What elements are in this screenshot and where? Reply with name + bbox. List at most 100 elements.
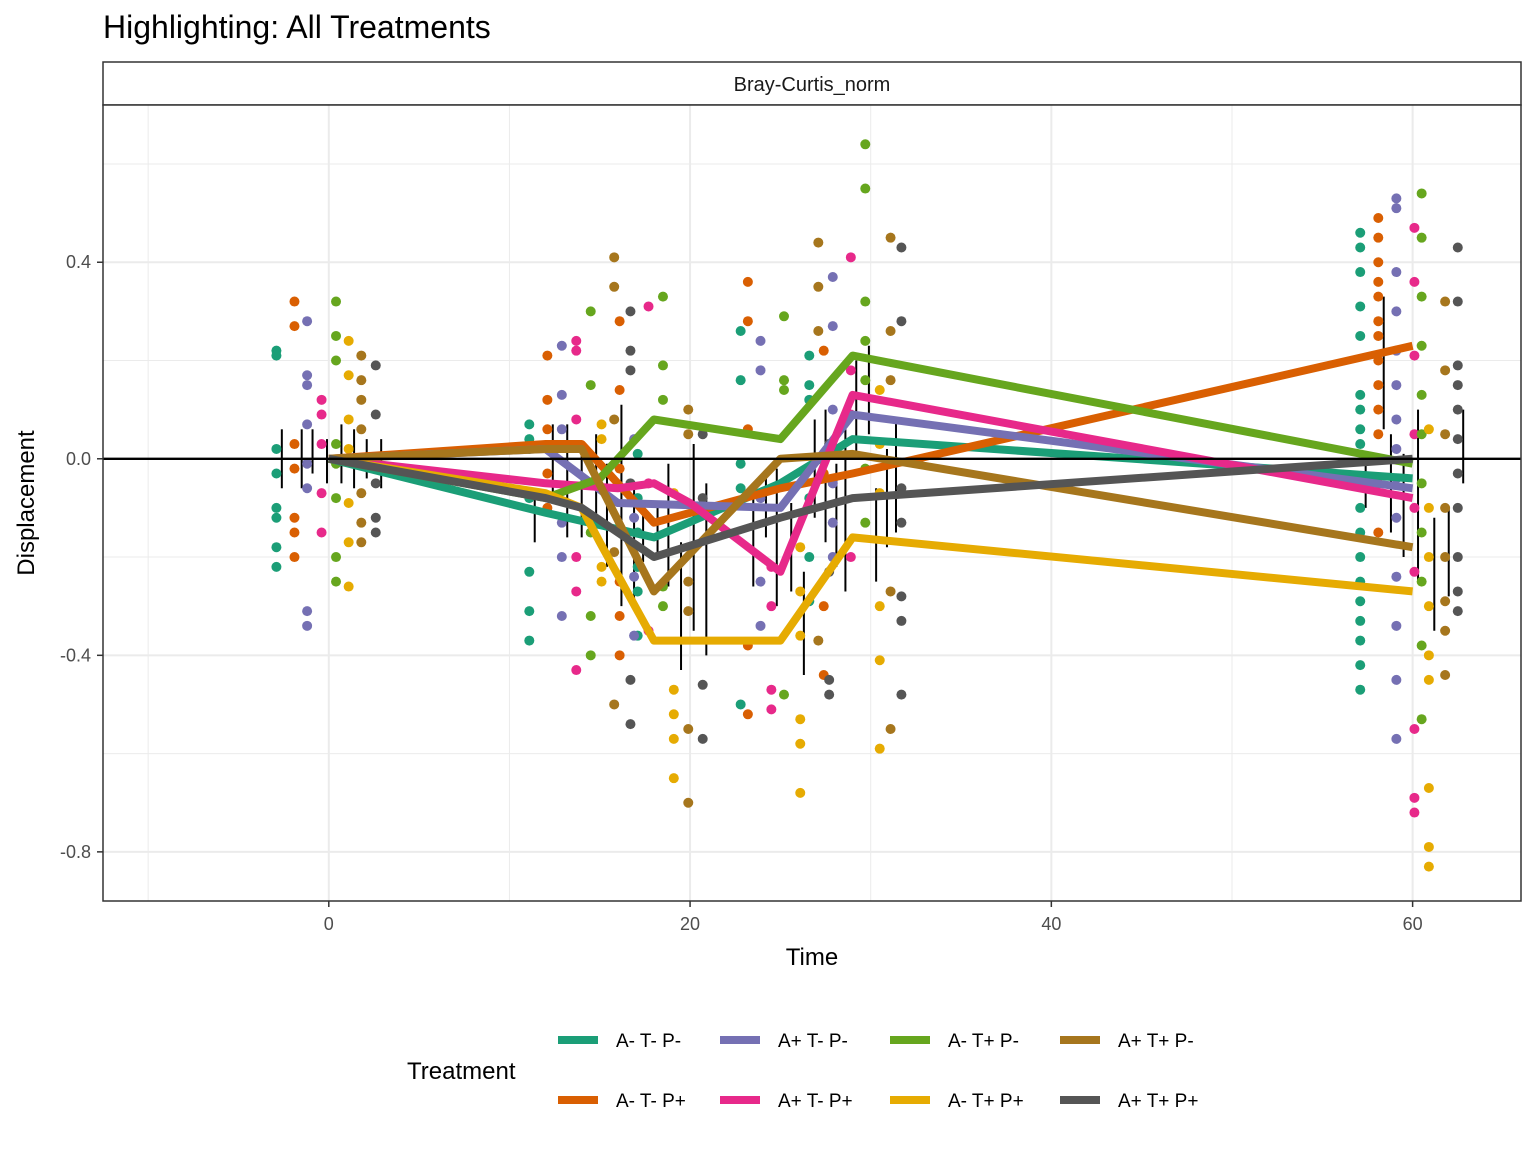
- y-tick-label: 0.4: [66, 252, 91, 272]
- data-point: [1452, 360, 1463, 371]
- data-point: [735, 326, 746, 337]
- legend-item: A+ T- P+: [720, 1091, 853, 1112]
- data-point: [596, 576, 607, 587]
- data-point: [824, 674, 835, 685]
- data-point: [524, 635, 535, 646]
- data-point: [1373, 291, 1384, 302]
- x-tick-label: 0: [324, 914, 334, 934]
- data-point: [1409, 724, 1420, 735]
- data-point: [1409, 502, 1420, 513]
- data-point: [1452, 434, 1463, 445]
- data-point: [683, 724, 694, 735]
- data-point: [1409, 350, 1420, 361]
- data-point: [614, 463, 625, 474]
- data-point: [585, 380, 596, 391]
- data-point: [629, 630, 640, 641]
- legend-label: A- T- P+: [616, 1091, 686, 1112]
- data-point: [818, 601, 829, 612]
- data-point: [860, 139, 871, 150]
- data-point: [271, 542, 282, 553]
- data-point: [668, 684, 679, 695]
- plot-panel-border: [102, 104, 1522, 902]
- data-point: [668, 773, 679, 784]
- data-point: [1391, 620, 1402, 631]
- data-point: [356, 517, 367, 528]
- chart-title: Highlighting: All Treatments: [103, 9, 491, 45]
- data-point: [735, 458, 746, 469]
- data-point: [1409, 222, 1420, 233]
- data-point: [1373, 380, 1384, 391]
- data-point: [795, 714, 806, 725]
- data-point: [343, 370, 354, 381]
- data-point: [885, 586, 896, 597]
- data-point: [556, 552, 567, 563]
- data-point: [735, 699, 746, 710]
- data-point: [343, 335, 354, 346]
- data-point: [571, 665, 582, 676]
- data-point: [614, 611, 625, 622]
- data-point: [289, 512, 300, 523]
- series-line: [327, 435, 1413, 542]
- data-point: [657, 601, 668, 612]
- data-point: [585, 650, 596, 661]
- data-point: [755, 620, 766, 631]
- data-point: [331, 330, 342, 341]
- data-point: [845, 365, 856, 376]
- data-point: [874, 743, 885, 754]
- data-point: [742, 709, 753, 720]
- data-point: [813, 237, 824, 248]
- data-point: [343, 414, 354, 425]
- data-point: [556, 611, 567, 622]
- legend-title: Treatment: [407, 1058, 516, 1085]
- data-point: [625, 306, 636, 317]
- data-point: [1355, 502, 1366, 513]
- data-point: [289, 321, 300, 332]
- data-point: [356, 394, 367, 405]
- data-point: [1423, 674, 1434, 685]
- data-point: [1416, 389, 1427, 400]
- data-point: [766, 684, 777, 695]
- data-point: [524, 606, 535, 617]
- data-point: [1355, 596, 1366, 607]
- facet-label: Bray-Curtis_norm: [734, 74, 891, 96]
- data-point: [629, 512, 640, 523]
- data-point: [1440, 552, 1451, 563]
- data-point: [370, 360, 381, 371]
- data-point: [827, 321, 838, 332]
- data-point: [1373, 213, 1384, 224]
- data-point: [302, 606, 313, 617]
- data-point: [1355, 552, 1366, 563]
- data-point: [625, 674, 636, 685]
- data-point: [524, 419, 535, 430]
- data-point: [289, 463, 300, 474]
- data-point: [609, 252, 620, 263]
- data-point: [1452, 242, 1463, 253]
- data-point: [779, 375, 790, 386]
- data-point: [1355, 389, 1366, 400]
- data-point: [1440, 296, 1451, 307]
- data-point: [1355, 424, 1366, 435]
- series-lines: [327, 341, 1414, 645]
- data-point: [585, 306, 596, 317]
- x-tick-label: 60: [1403, 914, 1423, 934]
- data-point: [1416, 714, 1427, 725]
- data-point: [813, 281, 824, 292]
- data-point: [331, 439, 342, 450]
- data-point: [370, 409, 381, 420]
- data-point: [683, 606, 694, 617]
- data-point: [1355, 439, 1366, 450]
- data-point: [643, 301, 654, 312]
- data-point: [1416, 429, 1427, 440]
- data-point: [896, 242, 907, 253]
- data-point: [302, 370, 313, 381]
- data-point: [818, 345, 829, 356]
- data-point: [370, 512, 381, 523]
- data-point: [1423, 601, 1434, 612]
- data-point: [609, 414, 620, 425]
- data-point: [271, 561, 282, 572]
- data-point: [1373, 232, 1384, 243]
- data-point: [542, 350, 553, 361]
- data-point: [331, 355, 342, 366]
- data-point: [697, 493, 708, 504]
